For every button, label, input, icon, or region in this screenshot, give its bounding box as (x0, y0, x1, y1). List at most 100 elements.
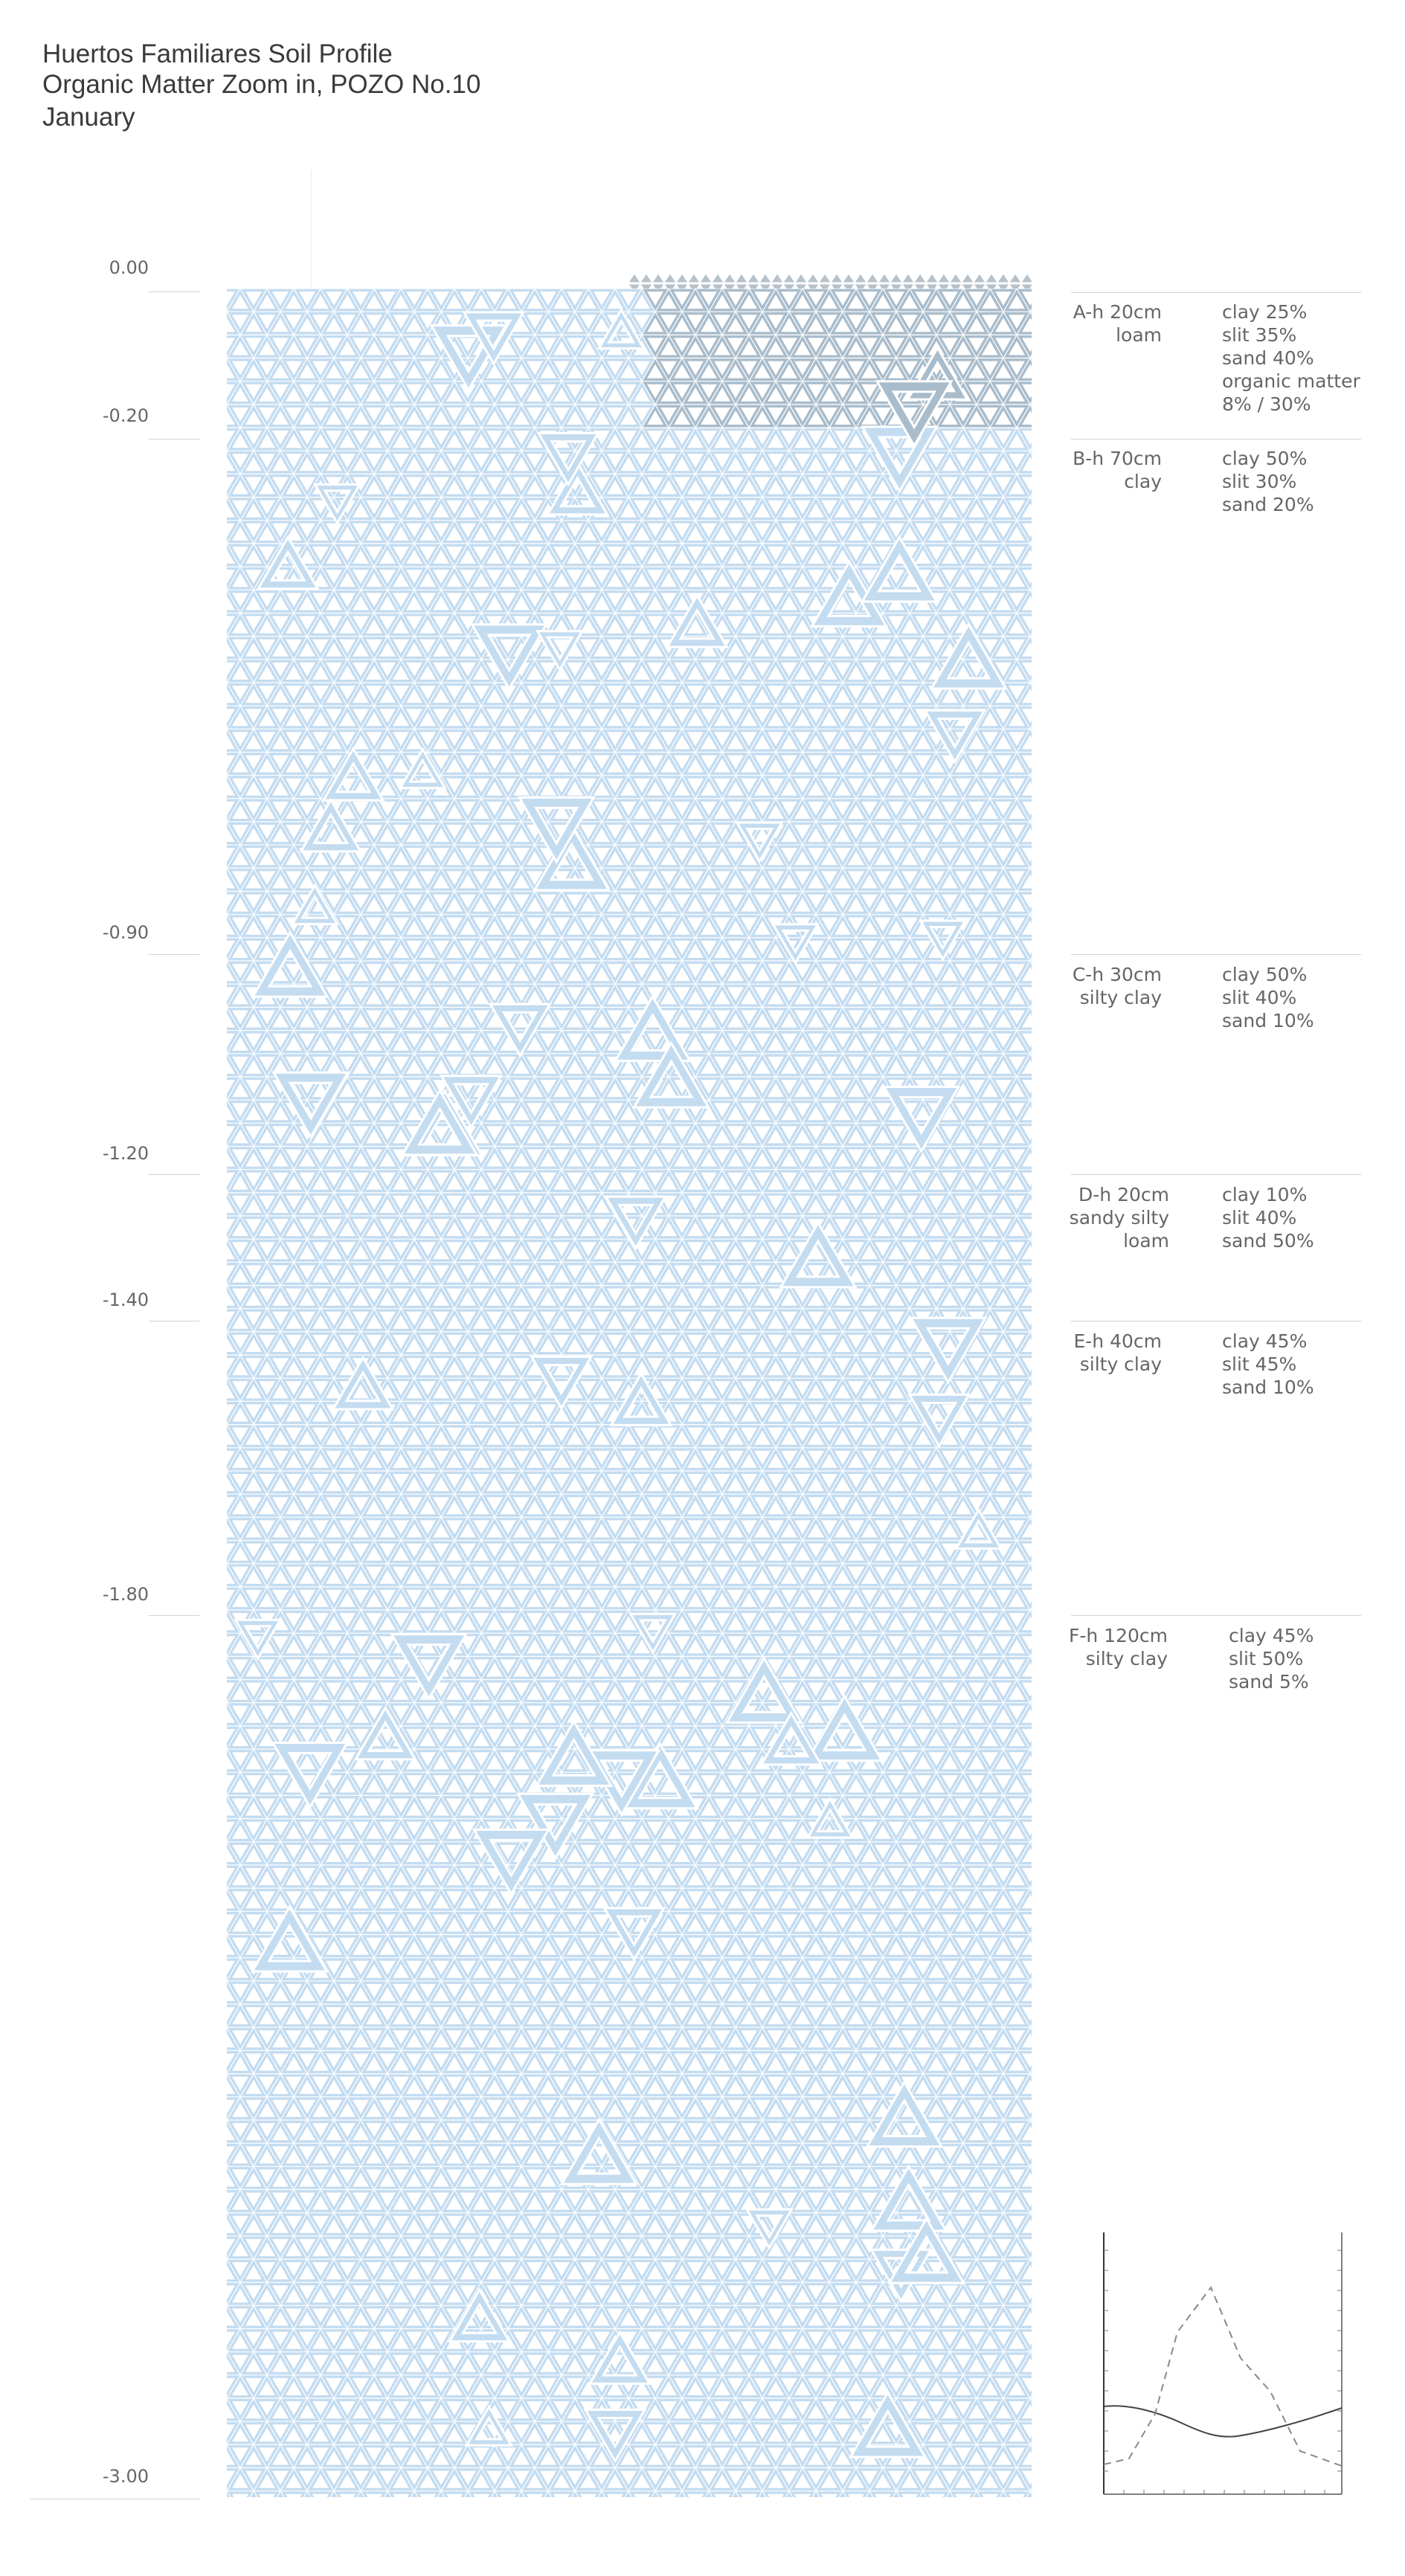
large-triangle (290, 883, 339, 926)
large-triangle (545, 460, 610, 516)
horizon-d-composition: clay 10% slit 40% sand 50% (1222, 1184, 1314, 1252)
horizon-e-composition: clay 45% slit 45% sand 10% (1222, 1330, 1314, 1398)
large-triangle (759, 1710, 823, 1766)
depth-label-4: -1.40 (102, 1289, 149, 1310)
horizon-c-composition: clay 50% slit 40% sand 10% (1222, 964, 1314, 1031)
large-triangle (271, 1741, 350, 1810)
large-triangle (583, 2408, 647, 2464)
large-triangle (534, 1719, 614, 1787)
large-triangle (353, 1705, 417, 1761)
depth-tick-2 (149, 954, 199, 955)
depth-tick-3 (149, 1174, 199, 1175)
depth-label-3: -1.20 (102, 1143, 149, 1164)
large-triangle (771, 923, 820, 965)
large-triangle (806, 1797, 855, 1839)
large-triangle (604, 1195, 668, 1251)
large-triangle (735, 821, 784, 864)
large-triangle (860, 425, 939, 494)
guide-line (311, 170, 312, 289)
horizon-e-name: E-h 40cm silty clay (1073, 1330, 1162, 1375)
large-triangle (779, 1220, 858, 1289)
large-triangle (299, 797, 363, 853)
depth-label-1: -0.20 (102, 405, 149, 426)
depth-label-0: 0.00 (109, 257, 149, 278)
large-triangle (462, 311, 526, 367)
large-triangle (865, 2079, 944, 2148)
large-triangle (447, 2287, 512, 2342)
inset-ticks (1104, 2250, 1342, 2494)
large-triangle (488, 1002, 552, 1058)
large-triangle (923, 709, 987, 764)
lattice-organic-cells (640, 289, 1032, 429)
horizon-b-name: B-h 70cm clay (1073, 448, 1162, 492)
large-triangle (628, 1612, 678, 1655)
large-triangle (631, 1040, 711, 1109)
large-triangle (665, 593, 729, 648)
horizon-b-composition: clay 50% slit 30% sand 20% (1222, 448, 1314, 515)
inset-solid-curve (1103, 2405, 1343, 2438)
large-triangle (464, 2404, 513, 2447)
horizon-rule-a (1071, 292, 1361, 293)
large-triangle (390, 1633, 469, 1701)
large-triangle (251, 930, 329, 998)
large-triangle (887, 2216, 966, 2284)
large-triangle (954, 1507, 1003, 1550)
large-triangle (331, 1355, 395, 1411)
large-triangle (398, 747, 447, 790)
large-triangle (805, 1694, 884, 1762)
large-triangle (536, 630, 585, 672)
large-triangle (536, 431, 600, 487)
large-triangle (588, 2330, 652, 2385)
large-triangle (745, 2208, 794, 2250)
horizon-rule-f (1071, 1615, 1361, 1616)
large-triangle (517, 796, 596, 864)
large-triangle (597, 307, 646, 350)
large-triangle (907, 1393, 971, 1449)
large-triangle (312, 483, 362, 526)
large-triangle (472, 1828, 550, 1896)
large-triangle (470, 623, 549, 692)
large-triangle (875, 380, 954, 448)
large-triangle (929, 622, 1008, 690)
large-triangle (271, 1071, 350, 1139)
horizon-d-name: D-h 20cm sandy silty loam (1069, 1184, 1169, 1252)
large-triangle (321, 746, 385, 802)
large-triangles (233, 307, 1008, 2464)
depth-tick-5 (149, 1615, 199, 1616)
large-triangle (516, 1792, 595, 1861)
horizon-a-composition: clay 25% slit 35% sand 40% organic matte… (1222, 301, 1360, 415)
large-triangle (233, 1618, 283, 1661)
inset-graph (1103, 2232, 1343, 2495)
depth-label-6: -3.00 (102, 2466, 149, 2487)
large-triangle (559, 2117, 639, 2186)
large-triangle (530, 1355, 594, 1411)
large-triangle (882, 1085, 961, 1154)
large-triangle (250, 1904, 329, 1973)
large-triangle (256, 535, 320, 590)
triangle-lattice (227, 289, 1032, 2497)
lattice-soil-cells (227, 289, 1032, 2497)
horizon-f-composition: clay 45% slit 50% sand 5% (1229, 1625, 1314, 1693)
large-triangle (602, 1907, 666, 1962)
large-triangle (439, 1075, 504, 1130)
large-triangle (869, 2164, 948, 2232)
horizon-rule-d (1071, 1174, 1361, 1175)
title-line-2: Organic Matter Zoom in, POZO No.10 (42, 70, 481, 99)
large-triangle (849, 2390, 927, 2459)
large-triangle (919, 919, 968, 962)
title-line-3: January (42, 103, 135, 132)
large-triangle (909, 1316, 988, 1385)
depth-label-2: -0.90 (102, 922, 149, 943)
horizon-f-name: F-h 120cm silty clay (1068, 1625, 1168, 1669)
horizon-c-name: C-h 30cm silty clay (1072, 964, 1162, 1008)
inset-dashed-curve (1103, 2286, 1343, 2467)
large-triangle (860, 535, 939, 603)
large-triangle (400, 1088, 479, 1156)
horizon-a-name: A-h 20cm loam (1073, 301, 1162, 346)
soil-profile-pattern (227, 289, 1032, 2497)
horizon-rule-c (1071, 954, 1361, 955)
large-triangle (724, 1655, 803, 1724)
title-line-1: Huertos Familiares Soil Profile (42, 39, 393, 68)
depth-label-5: -1.80 (102, 1584, 149, 1605)
large-triangle (609, 1371, 673, 1426)
